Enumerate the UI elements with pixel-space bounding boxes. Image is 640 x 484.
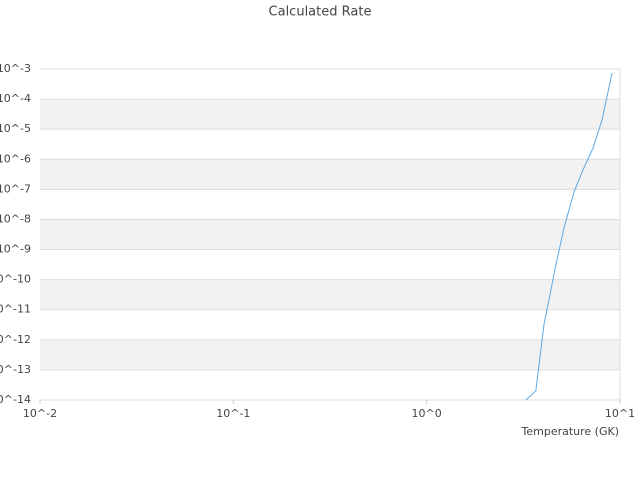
y-tick-label: 10^-6 [0,152,31,165]
y-tick-label: 10^-3 [0,62,31,75]
x-tick-label: 10^1 [605,407,635,420]
data-line [525,72,613,400]
y-tick-label: 10^-8 [0,212,31,225]
x-tick-label: 10^-1 [216,407,250,420]
y-tick-label: 10^-10 [0,273,31,286]
grid-band [40,99,620,130]
grid-band [40,339,620,370]
x-tick-label: 10^0 [412,407,442,420]
y-tick-label: 10^-7 [0,182,31,195]
grid-band [40,279,620,310]
x-axis-label: Temperature (GK) [521,425,620,438]
y-tick-label: 10^-14 [0,393,31,406]
grid-band [40,159,620,190]
y-tick-label: 10^-12 [0,333,31,346]
y-tick-label: 10^-11 [0,303,31,316]
y-tick-label: 10^-13 [0,363,31,376]
chart-title: Calculated Rate [269,5,372,20]
y-tick-label: 10^-5 [0,122,31,135]
grid-band [40,219,620,250]
y-tick-label: 10^-4 [0,92,31,105]
y-tick-label: 10^-9 [0,243,31,256]
x-tick-label: 10^-2 [23,407,57,420]
